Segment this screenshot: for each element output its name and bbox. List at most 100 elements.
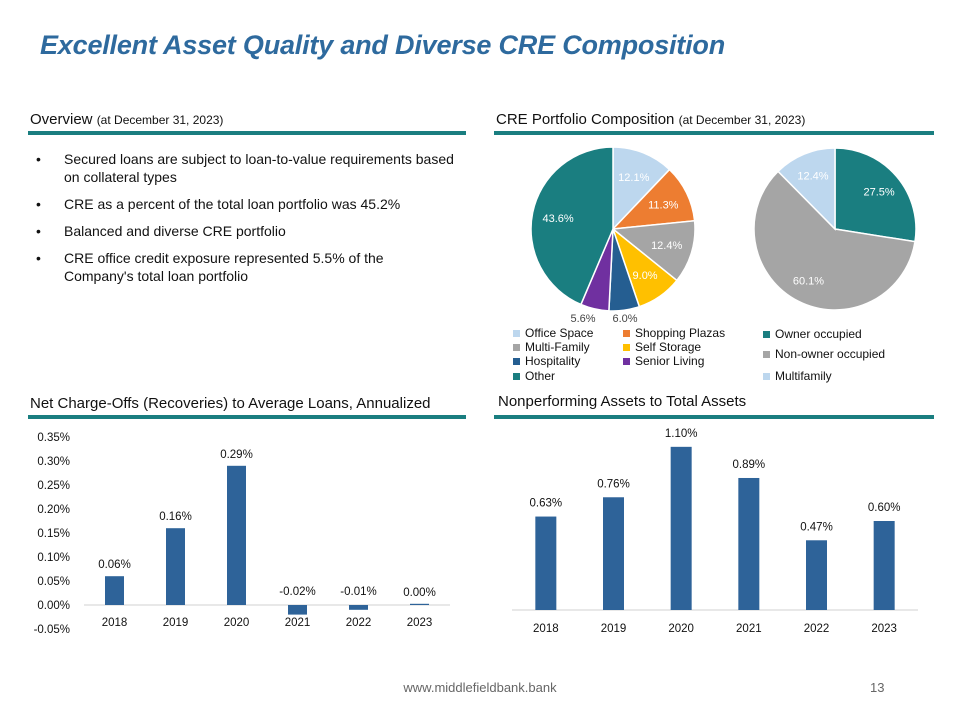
cre-occupancy-slice-label: 60.1%: [793, 276, 824, 288]
npa-data-label: 0.47%: [800, 521, 833, 533]
cre-occupancy-legend-label: Non-owner occupied: [775, 347, 885, 361]
overview-rule: [28, 131, 466, 135]
overview-bullet: Balanced and diverse CRE portfolio: [36, 222, 456, 240]
nco-data-label: -0.02%: [279, 586, 315, 598]
nco-ytick-label: 0.00%: [37, 600, 70, 612]
cre-composition-slice-office-space: [612, 146, 671, 231]
cre-composition-slice-other: [530, 146, 614, 306]
overview-bullet-list: Secured loans are subject to loan-to-val…: [36, 150, 456, 294]
cre-occupancy-slice-label: 12.4%: [797, 170, 828, 182]
npa-bar: [535, 516, 557, 610]
cre-composition-legend-swatch: [623, 330, 630, 337]
npa-bar: [873, 521, 895, 610]
cre-composition-slice-multi-family: [611, 219, 696, 282]
cre-composition-slice-label: 43.6%: [543, 213, 574, 225]
cre-composition-legend-label: Hospitality: [525, 354, 580, 368]
cre-occupancy-slice-label: 27.5%: [864, 186, 895, 198]
cre-occupancy-pie: 27.5% 60.1% 12.4%: [753, 147, 917, 311]
nco-ytick-label: 0.20%: [37, 504, 70, 516]
cre-occupancy-legend-swatch: [763, 331, 770, 338]
nco-bar: [227, 465, 246, 605]
overview-bullet: CRE office credit exposure represented 5…: [36, 249, 456, 285]
cre-heading: CRE Portfolio Composition (at December 3…: [496, 111, 805, 128]
npa-bar: [603, 497, 624, 610]
cre-composition-legend-swatch: [623, 344, 630, 351]
nco-xtick-label: 2018: [102, 617, 128, 629]
cre-composition-slice-label: 11.3%: [648, 199, 679, 211]
nco-rule: [28, 415, 466, 419]
npa-xtick-label: 2022: [804, 623, 830, 635]
page-number: 13: [870, 680, 885, 695]
overview-heading: Overview (at December 31, 2023): [30, 111, 223, 128]
npa-xtick-label: 2019: [601, 623, 627, 635]
nco-bar: [166, 528, 185, 605]
npa-rule: [494, 415, 934, 419]
nco-data-label: 0.06%: [98, 559, 131, 571]
cre-occupancy-legend-swatch: [763, 351, 770, 358]
overview-heading-text: Overview: [30, 111, 93, 128]
npa-data-label: 0.76%: [597, 478, 630, 490]
cre-composition-slice-label: 6.0%: [612, 313, 637, 325]
npa-xtick-label: 2018: [533, 623, 559, 635]
nco-data-label: 0.29%: [220, 449, 253, 461]
cre-composition-legend-label: Other: [525, 369, 555, 383]
cre-heading-note: (at December 31, 2023): [678, 113, 806, 127]
nco-xtick-label: 2019: [163, 617, 189, 629]
npa-heading: Nonperforming Assets to Total Assets: [498, 393, 746, 410]
cre-composition-slice-label: 12.1%: [618, 172, 649, 184]
slide-title: Excellent Asset Quality and Diverse CRE …: [40, 30, 725, 60]
nco-ytick-label: 0.25%: [37, 480, 70, 492]
cre-composition-legend-label: Multi-Family: [525, 340, 590, 354]
npa-bar: [738, 477, 760, 610]
npa-data-label: 0.63%: [530, 498, 563, 510]
nco-xtick-label: 2021: [285, 617, 311, 629]
cre-occupancy-legend-swatch: [763, 373, 770, 380]
npa-xtick-label: 2020: [668, 623, 694, 635]
cre-occupancy-legend-label: Multifamily: [775, 369, 832, 383]
cre-occupancy-legend-label: Owner occupied: [775, 327, 862, 341]
nco-xtick-label: 2022: [346, 617, 372, 629]
npa-bar: [806, 540, 827, 610]
nco-ytick-label: 0.35%: [37, 432, 70, 444]
cre-occupancy-slice-owner-occupied: [834, 147, 917, 243]
npa-heading-text: Nonperforming Assets to Total Assets: [498, 393, 747, 410]
nco-data-label: -0.01%: [340, 586, 376, 598]
cre-composition-legend-label: Self Storage: [635, 340, 701, 354]
nco-ytick-label: 0.30%: [37, 456, 70, 468]
footer-url: www.middlefieldbank.bank: [403, 680, 557, 695]
cre-composition-legend-label: Shopping Plazas: [635, 326, 725, 340]
cre-composition-legend-label: Senior Living: [635, 354, 704, 368]
overview-bullet: Secured loans are subject to loan-to-val…: [36, 150, 456, 186]
nco-bar: [288, 605, 307, 615]
npa-bar: [670, 446, 692, 610]
nco-bar: [410, 603, 429, 605]
cre-composition-legend-swatch: [513, 330, 520, 337]
cre-occupancy-slice-multifamily: [777, 147, 836, 231]
cre-rule: [494, 131, 934, 135]
nco-ytick-label: 0.05%: [37, 576, 70, 588]
npa-xtick-label: 2021: [736, 623, 762, 635]
cre-composition-slice-label: 5.6%: [570, 313, 595, 325]
overview-bullet: CRE as a percent of the total loan portf…: [36, 195, 456, 213]
nco-ytick-label: 0.15%: [37, 528, 70, 540]
nco-bar: [349, 605, 368, 610]
cre-composition-pie: 12.1% 11.3% 12.4% 9.0% 6.0% 5.6% 43.6%: [530, 146, 696, 325]
nco-xtick-label: 2020: [224, 617, 250, 629]
overview-heading-note: (at December 31, 2023): [96, 113, 224, 127]
nco-heading-text: Net Charge-Offs (Recoveries) to Average …: [30, 395, 431, 412]
cre-composition-legend-swatch: [623, 358, 630, 365]
nco-data-label: 0.16%: [159, 511, 192, 523]
cre-composition-legend-label: Office Space: [525, 326, 594, 340]
nco-heading: Net Charge-Offs (Recoveries) to Average …: [30, 395, 431, 412]
nco-bar: [105, 576, 124, 605]
cre-occupancy-slice-non-owner-occupied: [753, 170, 916, 311]
npa-data-label: 0.89%: [733, 459, 766, 471]
nco-xtick-label: 2023: [407, 617, 433, 629]
cre-composition-slice-label: 12.4%: [651, 240, 682, 252]
npa-data-label: 0.60%: [868, 502, 901, 514]
nco-data-label: 0.00%: [403, 587, 436, 599]
cre-composition-legend-swatch: [513, 344, 520, 351]
cre-composition-legend-swatch: [513, 373, 520, 380]
npa-xtick-label: 2023: [871, 623, 897, 635]
npa-data-label: 1.10%: [665, 428, 698, 440]
